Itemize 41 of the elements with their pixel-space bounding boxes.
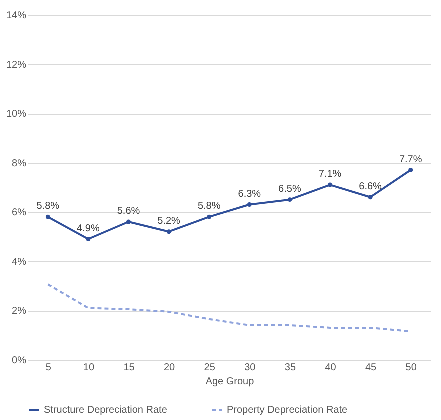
point xyxy=(166,230,172,234)
point xyxy=(328,182,332,188)
x-tick-label: 15 xyxy=(124,362,136,374)
x-tick-label: 20 xyxy=(164,362,176,374)
data-label: 5.8% xyxy=(36,201,60,212)
data-label: 6.5% xyxy=(278,184,302,195)
point xyxy=(207,214,212,220)
y-tick-label: 4% xyxy=(12,256,27,268)
point xyxy=(408,168,414,172)
y-tick-label: 8% xyxy=(12,158,27,170)
y-tick-label: 12% xyxy=(6,60,27,71)
y-tick-label: 10% xyxy=(6,109,27,120)
point xyxy=(288,198,292,202)
data-label: 5.8% xyxy=(198,201,221,212)
x-tick-label: 10 xyxy=(83,362,95,374)
data-label: 5.6% xyxy=(117,206,140,217)
legend-label: Structure Depreciation Rate xyxy=(44,405,168,416)
y-tick-label: 6% xyxy=(12,208,27,219)
legend-label: Property Depreciation Rate xyxy=(227,405,348,416)
point xyxy=(86,237,91,242)
data-label: 7.7% xyxy=(399,154,422,166)
y-tick-label: 14% xyxy=(6,10,27,22)
data-label: 7.1% xyxy=(318,169,342,180)
data-label: 4.9% xyxy=(77,223,100,234)
point xyxy=(46,214,50,220)
x-tick-label: 30 xyxy=(244,362,256,374)
point xyxy=(126,220,131,224)
y-tick-label: 2% xyxy=(12,306,27,318)
point xyxy=(368,195,373,200)
data-label: 5.2% xyxy=(158,216,181,227)
point xyxy=(247,202,252,207)
x-tick-label: 50 xyxy=(406,362,418,374)
x-axis-title: Age Group xyxy=(206,376,255,388)
y-tick-label: 0% xyxy=(12,356,27,366)
x-tick-label: 5 xyxy=(46,362,52,374)
data-label: 6.6% xyxy=(359,181,382,192)
x-tick-label: 45 xyxy=(365,362,378,374)
x-tick-label: 35 xyxy=(284,362,296,374)
x-tick-label: 25 xyxy=(204,362,216,374)
x-tick-label: 40 xyxy=(325,362,337,374)
data-label: 6.3% xyxy=(238,188,262,200)
